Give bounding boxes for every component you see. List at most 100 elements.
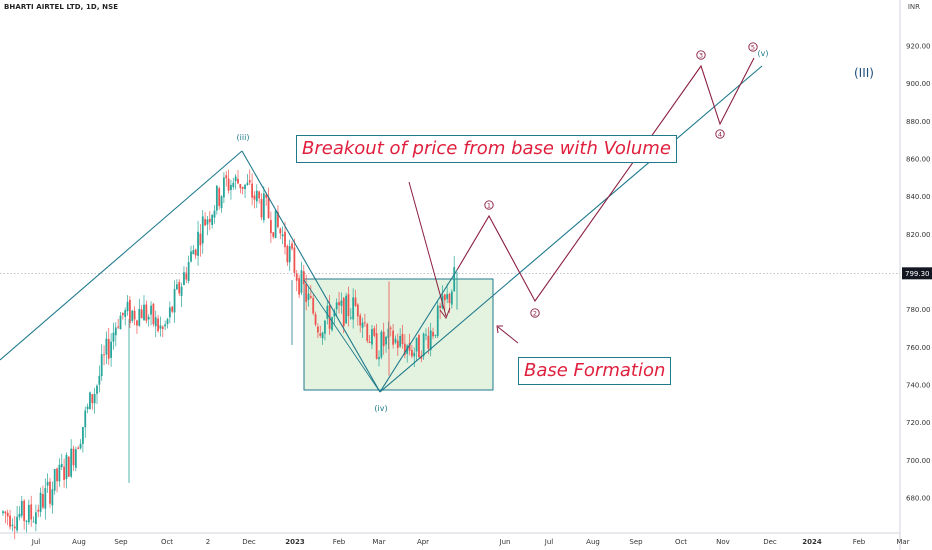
candle-body [46,481,49,486]
candle-body [288,246,291,263]
candle-body [9,515,11,527]
projection-wave-number: 2 [533,310,537,318]
candle-body [23,500,26,522]
candle-body [154,317,157,327]
candle-body [27,504,30,523]
time-axis-tick: Sep [629,538,643,546]
base-formation-box [303,278,494,391]
candle-body [286,246,289,263]
candle-body [136,320,138,326]
last-price-value: 799.30 [905,270,930,278]
candle-body [131,310,134,321]
candle-body [293,247,296,273]
candle-body [168,307,171,318]
breakout-annotation: Breakout of price from base with Volume [296,135,677,163]
candle-body [314,314,317,325]
candle-body [439,305,441,308]
candle-body [84,410,87,428]
candle-body [300,270,303,293]
price-axis-tick: 860.00 [906,156,931,164]
candle-body [331,317,333,331]
time-axis-tick: Sep [114,538,128,546]
base-arrow-head [496,325,503,334]
time-axis-tick: Jul [31,538,41,546]
time-axis-tick: Feb [333,538,346,546]
candle-body [147,316,150,320]
candle-body [230,184,232,190]
candle-body [295,273,298,281]
wave-label-iii: (iii) [237,133,250,142]
candle-body [25,520,28,522]
base-formation-annotation: Base Formation [518,357,672,385]
candle-body [82,427,84,444]
candle-body [42,494,44,508]
wave-line-iii-to-iv [241,150,381,393]
projection-wave-marker [748,42,758,52]
candle-body [450,291,453,305]
candle-body [16,516,18,531]
price-axis-tick: 680.00 [906,495,931,503]
candle-body [70,448,73,477]
candle-body [272,232,275,237]
currency-label: INR [907,3,920,11]
time-axis-tick: Aug [586,538,600,546]
candle-body [385,336,387,345]
candle-body [140,309,143,319]
candle-body [364,322,366,324]
candle-body [133,310,136,320]
candle-body [215,185,218,211]
candle-body [425,334,427,336]
candle-body [119,315,122,330]
time-axis-tick: Nov [716,538,730,546]
candle-body [171,306,174,312]
candle-body [145,304,148,321]
price-axis-tick: 900.00 [906,80,931,88]
wave-label-iv: (iv) [374,404,387,413]
candle-body [114,327,117,336]
candle-body [255,190,258,202]
candle-body [352,297,355,320]
wave-label-v: (v) [758,49,769,58]
candle-body [248,180,251,183]
candle-body [112,332,115,342]
candle-body [389,327,392,329]
candle-body [342,297,345,327]
candle-body [413,352,416,357]
candle-body [251,183,253,198]
candle-body [110,341,112,358]
candle-body [328,305,331,329]
candle-body [138,308,141,326]
candle-body [349,317,352,319]
candle-body [378,356,380,360]
candle-body [58,464,61,482]
candle-body [107,338,110,359]
time-axis-tick: Apr [417,538,429,546]
time-axis-tick: Jun [499,538,511,546]
candle-body [415,337,418,352]
projection-wave-number: 5 [751,44,755,52]
candle-body [326,305,329,319]
projection-wave-marker [484,200,494,210]
candle-body [173,288,176,313]
candle-body [429,330,432,351]
candle-body [93,393,96,404]
candle-body [321,332,324,339]
base-arrow-line [497,326,519,344]
candle-body [347,294,350,317]
wave-label-big-iii: (III) [854,66,874,80]
candle-body [211,215,214,225]
candle-body [434,334,437,336]
time-axis-tick: Jul [544,538,554,546]
candle-body [333,310,336,317]
candle-body [446,294,449,300]
candle-body [371,329,373,345]
candle-body [67,456,70,477]
breakout-arrow-line [408,181,447,317]
candle-body [98,375,101,385]
price-axis-tick: 920.00 [906,43,931,51]
chart-symbol-title: BHARTI AIRTEL LTD, 1D, NSE [4,3,119,11]
candle-body [96,385,98,394]
candle-body [436,305,439,337]
candle-body [356,304,359,317]
wave-trendline-to-v [379,65,763,393]
